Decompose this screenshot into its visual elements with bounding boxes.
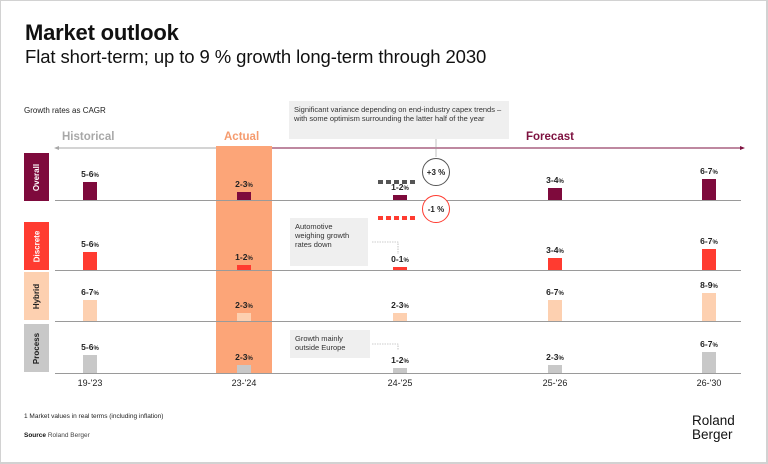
historical-arrowhead (54, 146, 59, 150)
value-label-discrete-1: 1-2% (235, 252, 253, 263)
value-label-discrete-3: 3-4% (546, 245, 564, 256)
row-tag-process: Process (24, 324, 49, 372)
bar-discrete-0 (83, 251, 97, 270)
note-process: Growth mainly outside Europe (290, 330, 370, 358)
bar-process-0 (83, 354, 97, 373)
bar-process-4 (702, 351, 716, 373)
value-label-hybrid-3: 6-7% (546, 286, 564, 297)
bar-overall-0 (83, 181, 97, 200)
value-label-overall-3: 3-4% (546, 175, 564, 186)
bar-discrete-1 (237, 265, 251, 270)
row-tag-process-label: Process (32, 332, 42, 364)
value-label-process-2: 1-2% (391, 355, 409, 366)
actual-band (216, 146, 272, 374)
bar-discrete-3 (548, 258, 562, 270)
bar-hybrid-1 (237, 312, 251, 321)
logo-line-1: Roland (692, 413, 735, 428)
automotive-connector (372, 241, 399, 254)
bar-overall-4 (702, 178, 716, 200)
x-tick-label: 26-'30 (696, 378, 722, 388)
downside-value: -1 % (427, 204, 445, 214)
page-subtitle: Flat short-term; up to 9 % growth long-t… (25, 46, 487, 67)
downside-circle: -1 % (422, 195, 450, 223)
upside-circle: +3 % (422, 158, 450, 186)
baseline-hybrid (55, 321, 741, 322)
x-tick-label: 23-'24 (231, 378, 257, 388)
bar-process-3 (548, 364, 562, 373)
value-label-overall-0: 5-6% (81, 168, 99, 179)
row-tag-discrete-label: Discrete (32, 230, 42, 262)
value-label-hybrid-4: 8-9% (700, 279, 718, 290)
downside-dots (378, 207, 418, 220)
value-label-overall-2: 1-2% (391, 182, 409, 193)
bar-hybrid-3 (548, 299, 562, 321)
upside-value: +3 % (426, 167, 446, 177)
bar-hybrid-4 (702, 292, 716, 321)
source-value: Roland Berger (47, 432, 90, 439)
x-tick-label: 24-'25 (387, 378, 413, 388)
value-label-hybrid-1: 2-3% (235, 299, 253, 310)
value-label-discrete-4: 6-7% (700, 235, 718, 246)
period-historical: Historical (62, 131, 115, 143)
value-label-overall-1: 2-3% (235, 178, 253, 189)
bar-overall-1 (237, 191, 251, 200)
roland-berger-logo: Roland Berger (692, 414, 735, 442)
value-label-hybrid-2: 2-3% (391, 299, 409, 310)
forecast-arrowhead (740, 146, 745, 150)
row-tag-overall: Overall (24, 153, 49, 201)
process-connector (372, 343, 399, 350)
upside-dots (378, 171, 418, 184)
baseline-process (55, 373, 741, 374)
bar-overall-2 (393, 195, 407, 200)
x-tick-label: 19-'23 (77, 378, 103, 388)
bar-discrete-2 (393, 267, 407, 270)
note-automotive: Automotive weighing growth rates down (290, 218, 368, 266)
value-label-discrete-0: 5-6% (81, 238, 99, 249)
footnote: 1 Market values in real terms (including… (24, 413, 164, 420)
cagr-label: Growth rates as CAGR (24, 106, 106, 115)
note-capex-variance: Significant variance depending on end-in… (289, 101, 509, 139)
period-actual: Actual (224, 131, 260, 143)
row-tag-overall-label: Overall (32, 163, 42, 191)
baseline-overall (55, 200, 741, 201)
row-tag-discrete: Discrete (24, 222, 49, 270)
value-label-process-1: 2-3% (235, 351, 253, 362)
value-label-process-0: 5-6% (81, 341, 99, 352)
source-line: Source Roland Berger (24, 432, 90, 439)
value-label-process-3: 2-3% (546, 351, 564, 362)
bar-discrete-4 (702, 248, 716, 270)
value-label-overall-4: 6-7% (700, 165, 718, 176)
x-tick-label: 25-'26 (542, 378, 568, 388)
bar-process-2 (393, 368, 407, 373)
value-label-hybrid-0: 6-7% (81, 286, 99, 297)
bar-hybrid-0 (83, 299, 97, 321)
bar-process-1 (237, 364, 251, 373)
source-label: Source (24, 432, 47, 439)
row-tag-hybrid: Hybrid (24, 272, 49, 320)
baseline-discrete (55, 270, 741, 271)
bar-overall-3 (548, 188, 562, 200)
value-label-discrete-2: 0-1% (391, 254, 409, 264)
page-title: Market outlook (25, 20, 179, 45)
row-tag-hybrid-label: Hybrid (32, 283, 41, 309)
logo-line-2: Berger (692, 427, 733, 442)
period-forecast: Forecast (526, 131, 574, 143)
value-label-process-4: 6-7% (700, 338, 718, 349)
bar-hybrid-2 (393, 312, 407, 321)
